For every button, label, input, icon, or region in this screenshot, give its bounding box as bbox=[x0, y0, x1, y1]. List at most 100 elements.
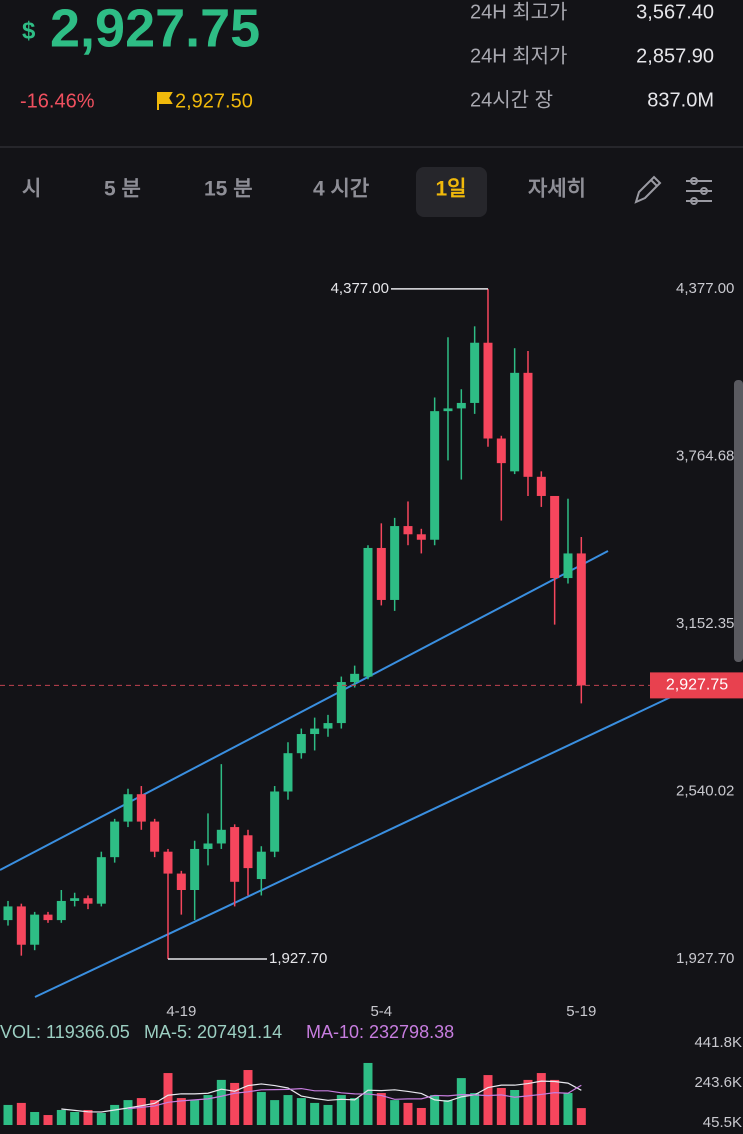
y-tick-label: 4,377.00 bbox=[676, 280, 734, 297]
candle-body bbox=[270, 791, 280, 852]
volume-bar bbox=[110, 1104, 120, 1125]
volume-bar bbox=[496, 1087, 506, 1125]
candle-body bbox=[510, 372, 520, 472]
volume-bar bbox=[376, 1093, 386, 1125]
candle-body bbox=[203, 843, 213, 849]
scrollbar[interactable] bbox=[734, 380, 743, 662]
extreme-label: 1,927.70 bbox=[269, 950, 327, 967]
candle-body bbox=[96, 857, 106, 904]
candle-body bbox=[350, 673, 360, 683]
volume-bar bbox=[390, 1100, 400, 1125]
active-tab-bg bbox=[416, 167, 487, 217]
candle-body bbox=[496, 438, 506, 464]
volume-bar bbox=[550, 1079, 560, 1125]
stat-value: 3,567.40 bbox=[636, 1, 714, 23]
volume-bar bbox=[283, 1095, 293, 1125]
volume-bar bbox=[563, 1093, 573, 1125]
tab[interactable]: 5 분 bbox=[104, 178, 141, 201]
candle-body bbox=[336, 682, 346, 724]
candle-body bbox=[123, 794, 133, 822]
settings-icon[interactable] bbox=[686, 177, 712, 205]
candle-body bbox=[70, 898, 80, 901]
volume-bar bbox=[136, 1098, 146, 1125]
y-tick-label: 3,764.68 bbox=[676, 447, 734, 464]
tab[interactable]: 4 시간 bbox=[313, 178, 369, 201]
volume-bar bbox=[190, 1100, 200, 1125]
volume-bar bbox=[176, 1098, 186, 1125]
candle-body bbox=[323, 723, 333, 729]
candle-body bbox=[283, 753, 293, 792]
legend-entry: MA-10: 232798.38 bbox=[306, 1022, 454, 1042]
volume-bar bbox=[230, 1082, 240, 1125]
ma-line bbox=[127, 1084, 582, 1110]
candle-body bbox=[43, 914, 53, 921]
candle-body bbox=[443, 408, 453, 412]
candle-body bbox=[256, 851, 266, 880]
volume-bar bbox=[56, 1109, 66, 1125]
volume-bar bbox=[150, 1100, 160, 1125]
stat-label: 24시간 장 bbox=[470, 88, 553, 111]
volume-bar bbox=[443, 1100, 453, 1125]
candle-body bbox=[56, 900, 66, 921]
tab-active[interactable]: 1일 bbox=[436, 178, 467, 201]
volume-bar bbox=[576, 1108, 586, 1125]
y-tick-label: 243.6K bbox=[694, 1074, 742, 1091]
candle-body bbox=[16, 906, 26, 945]
volume-bar bbox=[403, 1102, 413, 1125]
volume-bar bbox=[203, 1095, 213, 1125]
candle-body bbox=[110, 821, 120, 858]
volume-bar bbox=[83, 1109, 93, 1125]
volume-bar bbox=[336, 1095, 346, 1125]
candle-body bbox=[176, 873, 186, 890]
volume-bar bbox=[123, 1100, 133, 1125]
current-price-label: 2,927.75 bbox=[666, 677, 728, 694]
legend-entry: VOL: 119366.05 bbox=[0, 1022, 130, 1042]
candle-body bbox=[216, 829, 226, 844]
volume-bar bbox=[523, 1079, 533, 1125]
legend-entry: MA-5: 207491.14 bbox=[144, 1022, 282, 1042]
volume-bar bbox=[350, 1098, 360, 1125]
volume-bar bbox=[16, 1102, 26, 1125]
candle-body bbox=[576, 553, 586, 686]
candle-body bbox=[163, 851, 173, 874]
x-tick-label: 4-19 bbox=[166, 1003, 196, 1020]
candle-body bbox=[470, 342, 480, 403]
volume-bar bbox=[43, 1115, 53, 1125]
volume-bar bbox=[30, 1112, 40, 1125]
stat-label: 24H 최저가 bbox=[470, 44, 567, 67]
volume-bar bbox=[216, 1079, 226, 1125]
candle-body bbox=[403, 526, 413, 535]
volume-bar bbox=[536, 1073, 546, 1125]
candle-body bbox=[563, 553, 573, 579]
tab[interactable]: 15 분 bbox=[204, 178, 253, 201]
volume-bar bbox=[163, 1073, 173, 1125]
volume-bar bbox=[243, 1070, 253, 1125]
trend-line bbox=[34, 687, 691, 998]
volume-bar bbox=[256, 1092, 266, 1125]
flag-icon bbox=[157, 92, 173, 110]
candle-body bbox=[136, 794, 146, 822]
y-tick-label: 3,152.35 bbox=[676, 615, 734, 632]
volume-bar bbox=[96, 1113, 106, 1125]
candle-body bbox=[190, 848, 200, 890]
plot: 4,377.00 3,764.68 3,152.35 2,540.02 1,927.70… bbox=[0, 280, 743, 1131]
extreme-label: 4,377.00 bbox=[331, 280, 389, 297]
ma-line bbox=[61, 1080, 582, 1113]
candle-body bbox=[363, 547, 373, 677]
candle-body bbox=[390, 526, 400, 600]
candle-body bbox=[3, 906, 13, 921]
y-tick-label: 45.5K bbox=[703, 1114, 742, 1131]
trend-line bbox=[0, 550, 609, 871]
price-change: -16.46% bbox=[20, 90, 95, 112]
stat-value: 837.0M bbox=[647, 89, 714, 111]
y-tick-label: 441.8K bbox=[694, 1034, 742, 1051]
volume-bar bbox=[296, 1098, 306, 1125]
candle-body bbox=[30, 914, 40, 945]
candle-body bbox=[536, 476, 546, 496]
tab[interactable]: 시 bbox=[22, 178, 41, 201]
volume-bar bbox=[483, 1075, 493, 1125]
edit-icon[interactable] bbox=[634, 175, 662, 204]
volume-bar bbox=[416, 1107, 426, 1125]
tab[interactable]: 자세히 bbox=[528, 178, 586, 201]
